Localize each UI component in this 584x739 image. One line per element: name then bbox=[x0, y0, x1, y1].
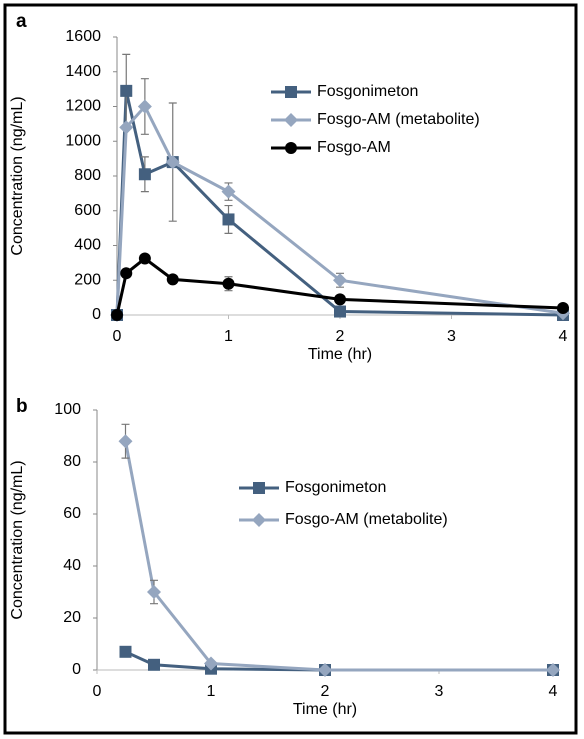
y-tick-label: 100 bbox=[54, 401, 81, 418]
marker bbox=[204, 656, 218, 671]
legend-marker bbox=[285, 86, 297, 98]
x-tick-label: 4 bbox=[549, 683, 558, 700]
marker bbox=[334, 293, 346, 306]
legend-marker bbox=[284, 113, 298, 127]
series-line bbox=[124, 650, 553, 672]
marker bbox=[222, 213, 235, 226]
x-tick-label: 1 bbox=[224, 328, 233, 345]
legend-label: Fosgonimeton bbox=[285, 479, 386, 496]
marker bbox=[222, 277, 235, 290]
panel-label: b bbox=[16, 396, 28, 417]
y-tick-label: 40 bbox=[63, 557, 81, 574]
y-tick-label: 1200 bbox=[65, 98, 101, 115]
marker bbox=[166, 273, 179, 286]
marker bbox=[111, 309, 123, 321]
marker bbox=[334, 305, 346, 318]
y-tick-label: 60 bbox=[63, 505, 81, 522]
x-tick-label: 3 bbox=[447, 328, 456, 345]
marker bbox=[137, 99, 152, 114]
y-tick-label: 200 bbox=[74, 271, 101, 288]
marker bbox=[118, 434, 133, 449]
legend-marker bbox=[252, 513, 266, 527]
y-tick-label: 1600 bbox=[65, 28, 101, 45]
y-tick-label: 800 bbox=[74, 167, 101, 184]
marker bbox=[318, 663, 332, 677]
marker bbox=[557, 302, 569, 315]
y-tick-label: 1400 bbox=[65, 63, 101, 80]
x-tick-label: 3 bbox=[435, 683, 444, 700]
x-tick-label: 2 bbox=[336, 328, 345, 345]
y-axis-label: Concentration (ng/mL) bbox=[9, 96, 26, 255]
y-tick-label: 80 bbox=[63, 453, 81, 470]
legend-label: Fosgo-AM bbox=[317, 139, 391, 156]
marker bbox=[138, 252, 151, 265]
marker bbox=[333, 273, 347, 288]
marker bbox=[119, 120, 134, 135]
marker bbox=[119, 645, 132, 658]
x-tick-label: 0 bbox=[93, 683, 102, 700]
x-axis-label: Time (hr) bbox=[293, 701, 357, 718]
x-axis-label: Time (hr) bbox=[308, 346, 372, 363]
y-tick-label: 20 bbox=[63, 609, 81, 626]
legend-label: Fosgo-AM (metabolite) bbox=[317, 111, 480, 128]
legend-label: Fosgo-AM (metabolite) bbox=[285, 511, 448, 528]
y-tick-label: 600 bbox=[74, 202, 101, 219]
x-tick-label: 4 bbox=[559, 328, 568, 345]
marker bbox=[148, 658, 160, 671]
marker bbox=[165, 155, 180, 170]
legend-marker bbox=[285, 142, 297, 154]
marker bbox=[546, 663, 560, 677]
y-tick-label: 0 bbox=[72, 661, 81, 678]
y-tick-label: 400 bbox=[74, 237, 101, 254]
y-tick-label: 0 bbox=[92, 306, 101, 323]
x-tick-label: 0 bbox=[113, 328, 122, 345]
marker bbox=[221, 184, 236, 199]
y-axis-label: Concentration (ng/mL) bbox=[9, 460, 26, 619]
x-tick-label: 2 bbox=[321, 683, 330, 700]
legend-marker bbox=[253, 482, 265, 494]
frame bbox=[3, 3, 578, 735]
marker bbox=[120, 84, 133, 97]
marker bbox=[120, 267, 133, 280]
marker bbox=[138, 168, 151, 181]
panel-label: a bbox=[16, 11, 27, 32]
series-line bbox=[124, 440, 553, 672]
x-tick-label: 1 bbox=[207, 683, 216, 700]
y-tick-label: 1000 bbox=[65, 132, 101, 149]
legend-label: Fosgonimeton bbox=[317, 83, 418, 100]
marker bbox=[147, 585, 161, 599]
